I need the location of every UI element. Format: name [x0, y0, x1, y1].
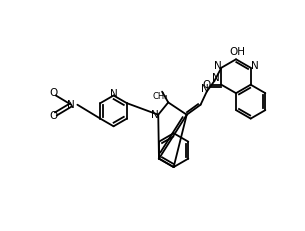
Text: N: N	[67, 100, 75, 110]
Text: CH₃: CH₃	[152, 92, 167, 101]
Text: N: N	[201, 84, 209, 94]
Text: O: O	[49, 88, 58, 98]
Text: N: N	[150, 110, 158, 120]
Text: N: N	[110, 89, 117, 99]
Text: N: N	[212, 73, 220, 83]
Text: O: O	[49, 111, 58, 121]
Text: OH: OH	[230, 47, 246, 57]
Text: O: O	[203, 80, 211, 90]
Text: N: N	[214, 61, 221, 71]
Text: N: N	[251, 61, 258, 71]
